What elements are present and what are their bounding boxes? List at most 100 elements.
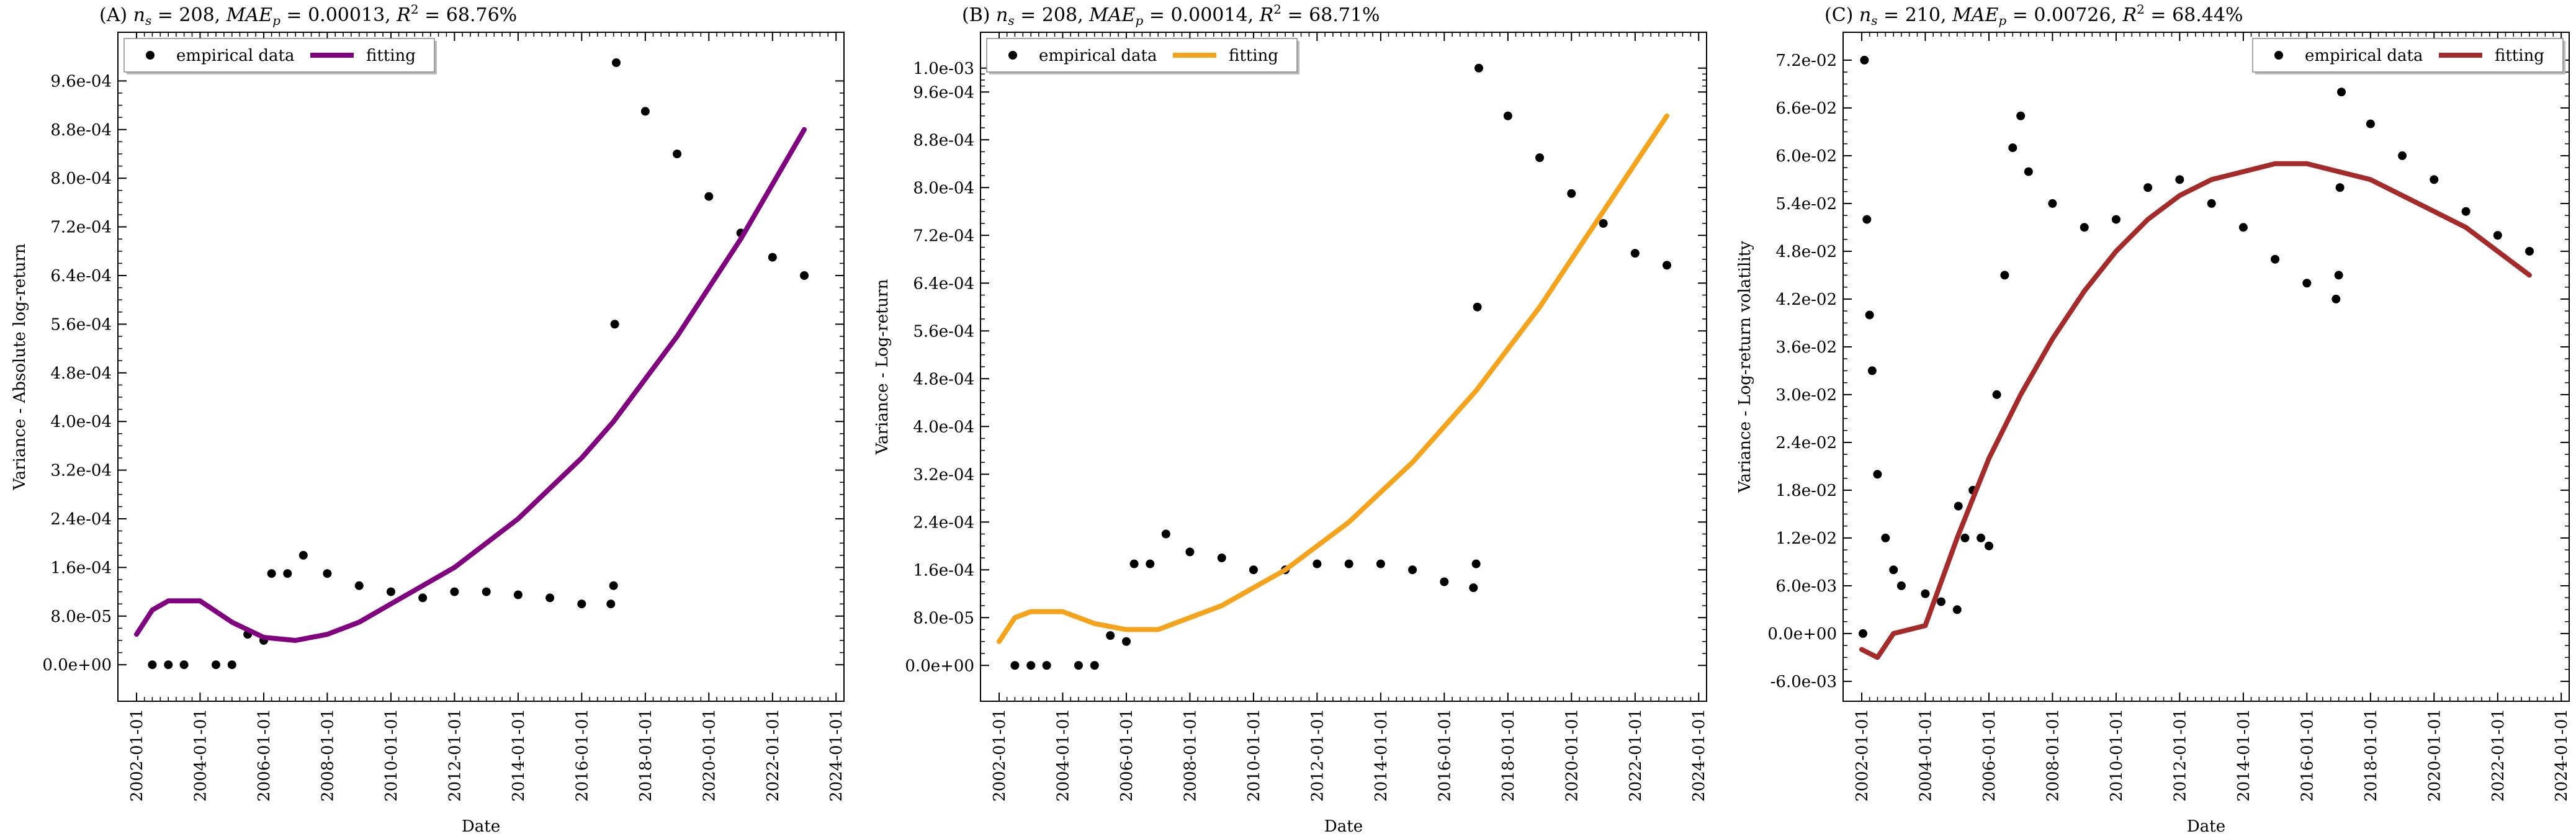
title-mae-value: 0.00726, [2034, 4, 2122, 26]
data-point [1471, 559, 1481, 568]
y-tick-label: 9.6e-04 [913, 83, 974, 102]
plot-area [134, 58, 809, 670]
data-point [1867, 366, 1877, 375]
x-tick-label: 2006-01-01 [1118, 709, 1136, 802]
x-tick-label: 2024-01-01 [2552, 709, 2571, 802]
y-tick-label: 4.0e-04 [50, 413, 112, 431]
y-tick-label: 5.6e-04 [913, 322, 974, 341]
data-point [2238, 223, 2248, 232]
data-point [2525, 246, 2534, 256]
data-point [1865, 310, 1874, 320]
y-axis-label: Variance - Log-return [873, 279, 892, 455]
title-ns-value: 210, [1905, 4, 1952, 26]
title-eq: = [280, 4, 308, 26]
data-point [1977, 533, 1986, 542]
y-tick-label: -6.0e-03 [1770, 673, 1837, 691]
title-ns-value: 208, [1042, 4, 1089, 26]
x-tick-label: 2010-01-01 [1245, 709, 1263, 802]
title-panel-label: (A) [99, 4, 133, 26]
x-tick-label: 2008-01-01 [2044, 709, 2062, 802]
chart-title: (B) ns = 208, MAEp = 0.00014, R2 = 68.71… [962, 2, 1380, 28]
x-tick-label: 2004-01-01 [1916, 709, 1935, 802]
y-tick-label: 4.8e-02 [1775, 243, 1837, 261]
legend-label-empirical: empirical data [1039, 47, 1157, 65]
axes-frame [980, 32, 1707, 702]
data-point [2111, 215, 2120, 224]
data-point [1408, 565, 1417, 575]
y-tick-label: 4.2e-02 [1775, 290, 1837, 309]
x-tick-label: 2012-01-01 [1308, 709, 1327, 802]
data-point [768, 253, 777, 262]
data-point [2337, 87, 2346, 97]
x-axis-label: Date [2187, 817, 2225, 836]
legend-label-fitting: fitting [1229, 47, 1278, 65]
chart-title: (A) ns = 208, MAEp = 0.00013, R2 = 68.76… [99, 2, 517, 28]
data-point [1599, 219, 1608, 228]
x-tick-label: 2002-01-01 [990, 709, 1009, 802]
data-point [2430, 175, 2439, 184]
data-point [1889, 565, 1898, 575]
title-ns-subscript: s [1871, 13, 1877, 28]
y-tick-label: 4.0e-04 [913, 418, 974, 436]
data-point [577, 599, 586, 609]
x-tick-label: 2018-01-01 [1499, 709, 1518, 802]
y-tick-label: 4.8e-04 [913, 370, 974, 388]
y-tick-label: 0.0e+00 [42, 656, 112, 675]
y-tick-label: 7.2e-04 [913, 227, 974, 245]
x-tick-label: 2016-01-01 [2298, 709, 2317, 802]
data-point [1026, 661, 1036, 670]
data-point [1440, 577, 1449, 586]
data-point [2493, 231, 2502, 240]
panel-b: (B) ns = 208, MAEp = 0.00014, R2 = 68.71… [873, 2, 1708, 836]
x-tick-label: 2004-01-01 [1054, 709, 1072, 802]
data-point [1473, 302, 1482, 312]
legend-label-empirical: empirical data [176, 47, 294, 65]
data-point [610, 320, 619, 329]
y-tick-label: 1.6e-04 [50, 559, 112, 577]
x-tick-label: 2014-01-01 [2235, 709, 2253, 802]
legend-box [123, 38, 435, 73]
x-tick-label: 2020-01-01 [1563, 709, 1581, 802]
x-tick-label: 2024-01-01 [1690, 709, 1708, 802]
x-tick-label: 2010-01-01 [382, 709, 401, 802]
y-tick-label: 9.6e-04 [50, 72, 112, 91]
y-tick-label: 3.0e-02 [1775, 386, 1837, 405]
data-point [1860, 55, 1869, 65]
x-tick-label: 2014-01-01 [1372, 709, 1391, 802]
title-mae-subscript: p [272, 13, 280, 28]
title-panel-label: (B) [962, 4, 996, 26]
x-tick-label: 2002-01-01 [1853, 709, 1872, 802]
fitting-line [997, 113, 1669, 644]
y-tick-label: 6.4e-04 [50, 267, 112, 285]
data-point [545, 593, 555, 603]
data-point [1535, 153, 1545, 163]
title-r2-value: 68.76% [446, 4, 517, 26]
x-tick-label: 2020-01-01 [700, 709, 719, 802]
title-eq: = [2145, 4, 2172, 26]
data-point [513, 590, 523, 599]
data-point [612, 58, 621, 67]
data-point [2016, 111, 2026, 120]
y-tick-label: 8.8e-04 [50, 121, 112, 140]
legend-label-fitting: fitting [2495, 47, 2544, 65]
data-point [2302, 279, 2312, 288]
legend: empirical data fitting [986, 38, 1299, 74]
data-point [606, 599, 616, 609]
x-tick-label: 2018-01-01 [637, 709, 655, 802]
x-tick-label: 2018-01-01 [2362, 709, 2381, 802]
data-point [298, 550, 308, 560]
legend-box [986, 38, 1298, 73]
title-r2-value: 68.44% [2172, 4, 2243, 26]
legend-marker-empirical [146, 51, 155, 60]
data-point [2331, 294, 2341, 303]
data-point [2048, 199, 2057, 208]
data-point [1567, 189, 1576, 198]
y-tick-label: 7.2e-02 [1775, 52, 1837, 70]
data-point [2271, 254, 2280, 264]
data-point [1630, 249, 1640, 258]
data-point [1344, 559, 1353, 568]
title-r2-symbol: R [396, 4, 411, 26]
x-tick-label: 2010-01-01 [2107, 709, 2126, 802]
y-tick-label: 1.0e-03 [913, 60, 974, 78]
